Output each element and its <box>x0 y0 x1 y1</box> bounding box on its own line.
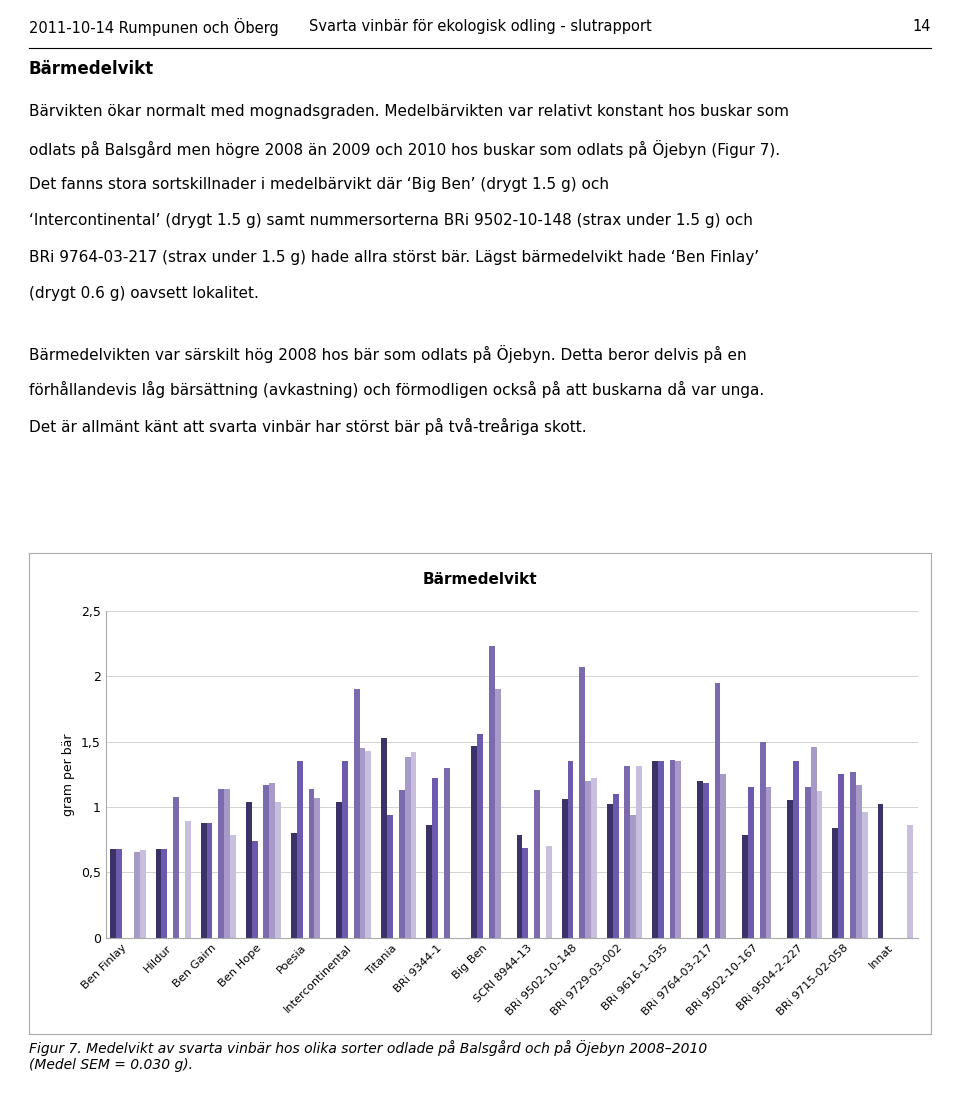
Bar <box>206 823 212 938</box>
Bar <box>759 742 766 938</box>
Bar <box>230 835 236 938</box>
Bar <box>652 761 658 938</box>
Text: 14: 14 <box>913 19 931 34</box>
Bar <box>562 800 567 938</box>
Bar <box>336 802 342 938</box>
Bar <box>398 790 405 938</box>
Text: Svarta vinbär för ekologisk odling - slutrapport: Svarta vinbär för ekologisk odling - slu… <box>308 19 652 34</box>
Bar <box>579 667 586 938</box>
Bar <box>516 835 522 938</box>
Bar <box>366 751 372 938</box>
Bar <box>607 804 612 938</box>
Bar <box>387 815 393 938</box>
Bar <box>534 790 540 938</box>
Text: Det fanns stora sortskillnader i medelbärvikt där ‘Big Ben’ (drygt 1.5 g) och: Det fanns stora sortskillnader i medelbä… <box>29 177 609 192</box>
Bar <box>907 825 913 938</box>
Text: Bärvikten ökar normalt med mognadsgraden. Medelbärvikten var relativt konstant h: Bärvikten ökar normalt med mognadsgraden… <box>29 104 789 119</box>
Bar <box>270 783 276 938</box>
Bar <box>140 851 146 938</box>
Bar <box>342 761 348 938</box>
Bar <box>850 772 856 938</box>
Bar <box>856 785 862 938</box>
Text: Det är allmänt känt att svarta vinbär har störst bär på två-treåriga skott.: Det är allmänt känt att svarta vinbär ha… <box>29 418 587 435</box>
Bar <box>495 689 501 938</box>
Bar <box>173 796 180 938</box>
Bar <box>721 774 727 938</box>
Bar <box>804 787 811 938</box>
Bar <box>353 689 360 938</box>
Bar <box>838 774 844 938</box>
Text: BRi 9764-03-217 (strax under 1.5 g) hade allra störst bär. Lägst bärmedelvikt ha: BRi 9764-03-217 (strax under 1.5 g) hade… <box>29 250 759 265</box>
Bar <box>591 779 597 938</box>
Bar <box>360 748 366 938</box>
Text: odlats på Balsgård men högre 2008 än 2009 och 2010 hos buskar som odlats på Öjeb: odlats på Balsgård men högre 2008 än 200… <box>29 140 780 158</box>
Bar <box>263 785 270 938</box>
Bar <box>477 733 483 938</box>
Bar <box>201 823 206 938</box>
Bar <box>411 752 417 938</box>
Bar <box>426 825 432 938</box>
Text: förhållandevis låg bärsättning (avkastning) och förmodligen också på att buskarn: förhållandevis låg bärsättning (avkastni… <box>29 382 764 398</box>
Bar <box>291 833 297 938</box>
Bar <box>134 852 140 938</box>
Bar <box>714 682 721 938</box>
Bar <box>877 804 883 938</box>
Text: Bärmedelvikt: Bärmedelvikt <box>422 572 538 587</box>
Bar <box>567 761 573 938</box>
Bar <box>748 787 754 938</box>
Bar <box>110 849 116 938</box>
Bar <box>669 760 676 938</box>
Bar <box>546 846 552 938</box>
Bar <box>522 847 528 938</box>
Bar <box>697 781 703 938</box>
Bar <box>297 761 302 938</box>
Bar <box>766 787 772 938</box>
Bar <box>246 802 252 938</box>
Bar <box>185 822 191 938</box>
Bar <box>315 797 321 938</box>
Bar <box>817 791 823 938</box>
Text: 2011-10-14 Rumpunen och Öberg: 2011-10-14 Rumpunen och Öberg <box>29 18 278 35</box>
Text: (drygt 0.6 g) oavsett lokalitet.: (drygt 0.6 g) oavsett lokalitet. <box>29 286 258 302</box>
Bar <box>218 789 225 938</box>
Bar <box>612 794 618 938</box>
Bar <box>624 766 631 938</box>
Y-axis label: gram per bär: gram per bär <box>62 733 75 815</box>
Bar <box>742 835 748 938</box>
Bar <box>444 768 450 938</box>
Bar <box>489 646 495 938</box>
Bar <box>225 789 230 938</box>
Bar <box>787 801 793 938</box>
Bar <box>276 802 281 938</box>
Bar <box>432 779 438 938</box>
Bar <box>862 812 868 938</box>
Bar <box>586 781 591 938</box>
Bar <box>405 758 411 938</box>
Bar <box>811 747 817 938</box>
Legend: Balsgård 2008, Balsgård 2009, Balsgård 2010, Öjebyn 2008, Öjebyn 2009, Öjebyn 20: Balsgård 2008, Balsgård 2009, Balsgård 2… <box>172 607 788 627</box>
Bar <box>308 789 315 938</box>
Bar <box>636 766 642 938</box>
Text: Figur 7. Medelvikt av svarta vinbär hos olika sorter odlade på Balsgård och på Ö: Figur 7. Medelvikt av svarta vinbär hos … <box>29 1040 708 1072</box>
Bar <box>676 761 682 938</box>
Bar <box>381 738 387 938</box>
Bar <box>252 841 257 938</box>
Bar <box>156 849 161 938</box>
Bar <box>161 849 167 938</box>
Bar <box>703 783 708 938</box>
Bar <box>471 745 477 938</box>
Text: ‘Intercontinental’ (drygt 1.5 g) samt nummersorterna BRi 9502-10-148 (strax unde: ‘Intercontinental’ (drygt 1.5 g) samt nu… <box>29 213 753 229</box>
Bar <box>116 849 122 938</box>
Text: Bärmedelvikt: Bärmedelvikt <box>29 60 154 79</box>
Bar <box>631 815 636 938</box>
Text: Bärmedelvikten var särskilt hög 2008 hos bär som odlats på Öjebyn. Detta beror d: Bärmedelvikten var särskilt hög 2008 hos… <box>29 345 747 363</box>
Bar <box>658 761 663 938</box>
Bar <box>793 761 799 938</box>
Bar <box>832 828 838 938</box>
